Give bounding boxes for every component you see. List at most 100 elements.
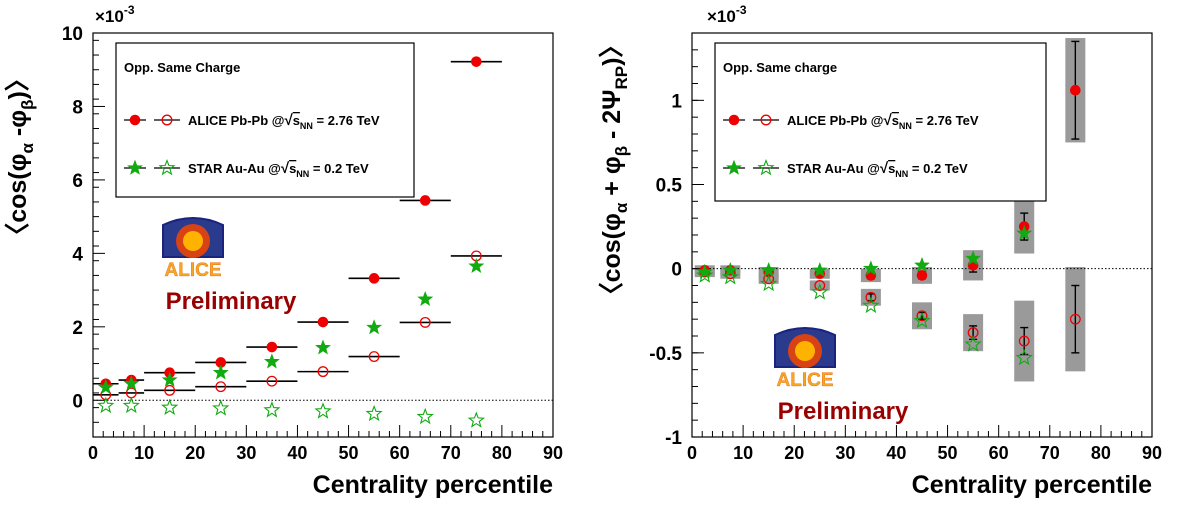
y-tick-label: 4 <box>72 244 83 265</box>
x-tick-label: 60 <box>390 443 410 463</box>
data-point <box>266 375 278 387</box>
x-tick-label: 40 <box>287 443 307 463</box>
data-point <box>696 266 714 283</box>
x-tick-label: 30 <box>236 443 256 463</box>
data-point <box>160 398 179 415</box>
data-point <box>263 353 280 369</box>
data-point <box>763 273 775 285</box>
data-point <box>1015 348 1033 366</box>
y-tick-label: 2 <box>72 318 83 339</box>
y-tick-label: 1 <box>671 91 682 112</box>
legend: Opp. Same Charge ALICE Pb-Pb @√sNN = 2.76… <box>115 42 415 198</box>
data-point <box>97 396 115 414</box>
data-point <box>212 399 230 416</box>
x-tick-label: 70 <box>1040 443 1060 463</box>
panel-2: 0 10 20 30 40 50 60 70 80 90 -1 -0.5 0 0.5 1 ×10-3 Centr… <box>598 3 1162 499</box>
y-tick-label: 0.5 <box>656 176 683 197</box>
data-point <box>266 341 278 353</box>
data-point <box>760 262 777 278</box>
data-point <box>123 375 140 391</box>
series-filled-star <box>97 257 485 395</box>
data-point <box>913 311 931 329</box>
data-point <box>368 351 380 363</box>
data-point <box>366 319 383 335</box>
logo-text: ALICE <box>165 260 222 281</box>
data-point <box>417 290 434 306</box>
data-point <box>419 316 431 328</box>
legend-marker <box>728 114 740 126</box>
legend-label: ALICE Pb-Pb @√sNN = 2.76 TeV <box>787 112 979 131</box>
data-point <box>721 268 739 285</box>
legend-header: Opp. Same Charge <box>124 60 240 75</box>
legend-label: ALICE Pb-Pb @√sNN = 2.76 TeV <box>188 112 380 131</box>
y-tick-label: 10 <box>62 24 83 45</box>
data-point <box>365 404 383 422</box>
legend-label: STAR Au-Au @√sNN = 0.2 TeV <box>787 160 968 179</box>
y-tick-label: -0.5 <box>649 344 682 365</box>
x-tick-label: 90 <box>1142 443 1162 463</box>
x-axis-title: Centrality percentile <box>912 471 1152 499</box>
legend-marker <box>726 159 742 175</box>
legend: Opp. Same charge ALICE Pb-Pb @√sNN = 2.76… <box>714 42 1047 202</box>
y-tick-label: 6 <box>72 171 83 192</box>
alice-logo: ALICE Preliminary <box>774 327 909 425</box>
x-tick-label: 10 <box>134 443 154 463</box>
y-tick-label: 0 <box>72 391 83 412</box>
data-point <box>862 296 880 314</box>
legend-label: STAR Au-Au @√sNN = 0.2 TeV <box>188 160 369 179</box>
legend-marker <box>158 158 176 176</box>
logo-core <box>795 341 815 361</box>
x-tick-label: 90 <box>543 443 563 463</box>
alice-logo: ALICE Preliminary <box>162 217 297 315</box>
data-point <box>419 195 431 206</box>
legend-marker <box>760 114 772 126</box>
x-axis-title: Centrality percentile <box>313 471 553 499</box>
series-open-star <box>97 396 486 428</box>
data-point <box>212 364 229 380</box>
y-tick-label: -1 <box>665 428 682 449</box>
data-point <box>1018 335 1030 347</box>
data-point <box>914 256 930 273</box>
data-point <box>416 407 434 425</box>
x-tick-label: 50 <box>339 443 359 463</box>
data-point <box>1016 224 1033 241</box>
data-point <box>122 396 140 414</box>
data-point <box>964 335 982 352</box>
data-point <box>263 401 281 418</box>
plot-frame <box>92 32 554 438</box>
data-point <box>811 283 829 300</box>
data-point <box>97 379 114 395</box>
data-point <box>759 274 778 292</box>
legend-marker <box>161 114 173 126</box>
x-tick-label: 30 <box>835 443 855 463</box>
y-axis-title: 〈cos(φα -φβ)〉 <box>4 66 37 248</box>
preliminary-label: Preliminary <box>778 398 909 425</box>
data-point <box>811 262 828 278</box>
legend-header: Opp. Same charge <box>723 60 837 75</box>
legend-marker <box>757 158 775 176</box>
data-point <box>862 260 879 276</box>
axis-exponent: ×10-3 <box>707 3 747 26</box>
x-tick-label: 70 <box>441 443 461 463</box>
series-open-star <box>696 266 1033 366</box>
data-point <box>916 310 928 322</box>
data-point <box>814 280 826 291</box>
data-point <box>916 270 928 281</box>
x-tick-label: 80 <box>1091 443 1111 463</box>
data-point <box>468 257 485 273</box>
legend-marker <box>129 114 141 126</box>
x-tick-label: 0 <box>88 443 98 463</box>
x-tick-label: 20 <box>185 443 205 463</box>
series-open-circle <box>93 250 502 401</box>
data-point <box>161 371 178 387</box>
data-point <box>965 250 982 266</box>
data-point <box>317 316 329 328</box>
data-point <box>467 411 486 428</box>
data-point <box>1069 313 1081 325</box>
y-tick-label: 8 <box>72 97 83 118</box>
x-tick-label: 20 <box>784 443 804 463</box>
data-point <box>696 263 713 279</box>
data-point <box>471 56 482 67</box>
axis-exponent: ×10-3 <box>95 3 135 26</box>
